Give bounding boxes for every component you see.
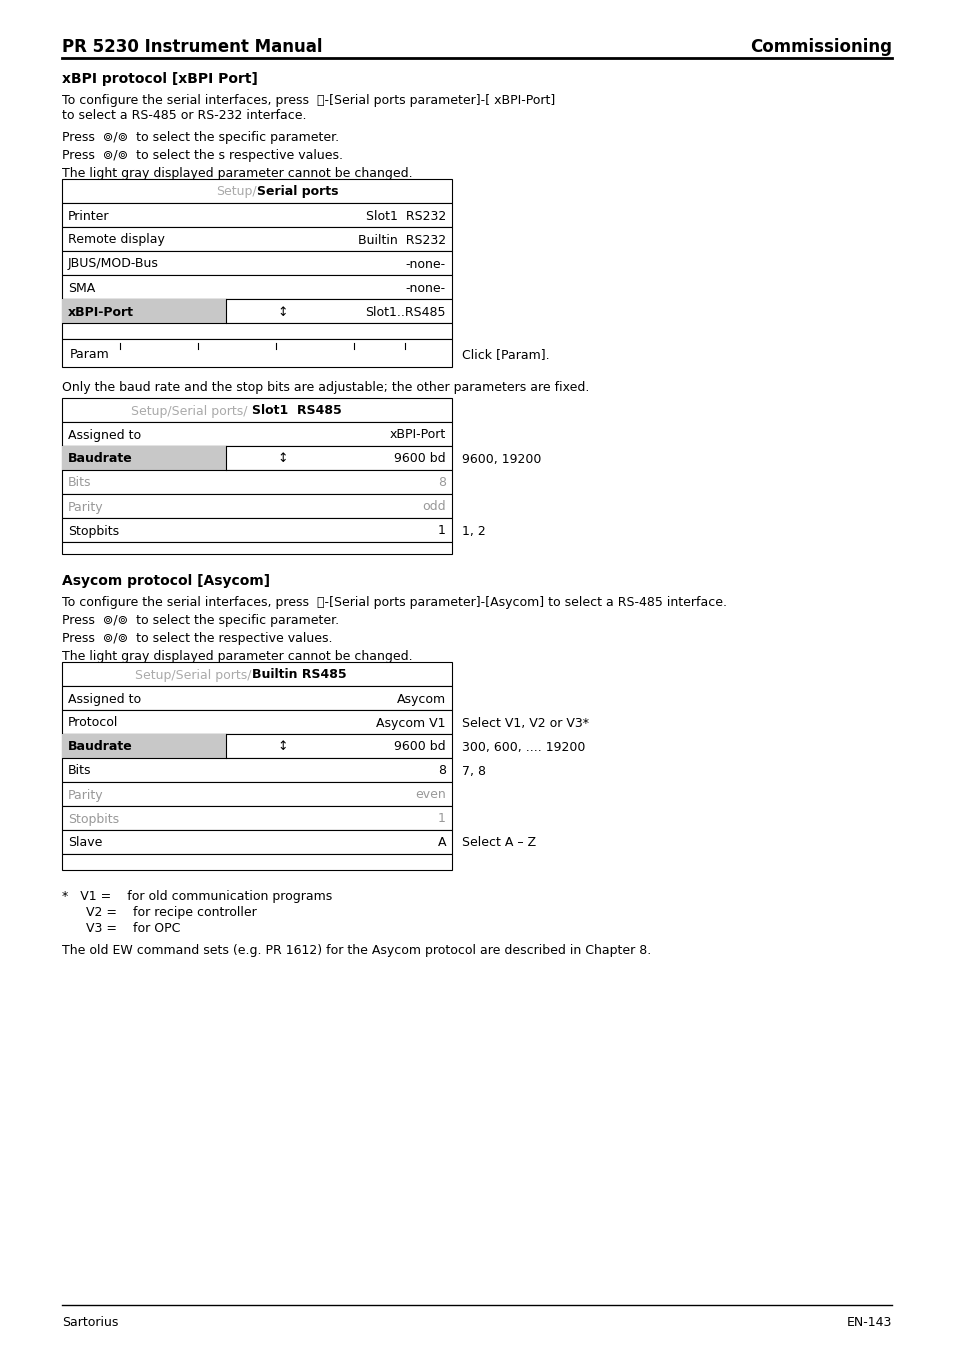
Text: 9600 bd: 9600 bd [394,452,446,466]
Text: to select a RS-485 or RS-232 interface.: to select a RS-485 or RS-232 interface. [62,109,306,122]
Text: Press  ⊚/⊚  to select the respective values.: Press ⊚/⊚ to select the respective value… [62,632,333,645]
Text: Asycom: Asycom [396,693,446,706]
Text: Press  ⊚/⊚  to select the specific parameter.: Press ⊚/⊚ to select the specific paramet… [62,131,338,144]
Bar [62,782,452,806]
Bar [62,470,452,494]
Text: Assigned to: Assigned to [68,428,141,441]
Text: Select V1, V2 or V3*: Select V1, V2 or V3* [461,717,588,729]
Text: Parity: Parity [68,788,104,802]
Text: Assigned to: Assigned to [68,693,141,706]
Bar [62,806,452,830]
Bar [62,734,226,757]
Text: V2 =    for recipe controller: V2 = for recipe controller [86,906,256,919]
Bar [62,446,452,470]
Text: even: even [415,788,446,802]
Text: odd: odd [422,501,446,513]
Text: Protocol: Protocol [68,717,118,729]
Text: Click [Param].: Click [Param]. [461,348,549,362]
Text: Slot1  RS485: Slot1 RS485 [252,405,341,417]
Bar [62,446,226,470]
Text: Builtin RS485: Builtin RS485 [252,668,346,682]
Bar [62,423,452,446]
Text: *   V1 =    for old communication programs: * V1 = for old communication programs [62,890,332,903]
Bar [62,227,452,251]
Text: -none-: -none- [405,282,446,294]
Bar [62,398,452,423]
Text: 1, 2: 1, 2 [461,525,485,537]
Bar [62,710,452,734]
Bar [62,180,452,202]
Text: Only the baud rate and the stop bits are adjustable; the other parameters are fi: Only the baud rate and the stop bits are… [62,381,589,394]
Text: 1: 1 [437,813,446,825]
Text: Parity: Parity [68,501,104,513]
Bar [62,686,452,710]
Text: 300, 600, .... 19200: 300, 600, .... 19200 [461,741,585,753]
Text: Slave: Slave [68,837,102,849]
Text: The old EW command sets (e.g. PR 1612) for the Asycom protocol are described in : The old EW command sets (e.g. PR 1612) f… [62,944,651,957]
Bar [62,757,452,782]
Text: 7, 8: 7, 8 [461,764,485,778]
Bar [62,202,452,227]
Text: Serial ports: Serial ports [256,185,338,198]
Text: Setup/Serial ports/: Setup/Serial ports/ [135,668,252,682]
Text: Setup/Serial ports/: Setup/Serial ports/ [132,405,252,417]
Bar [62,323,452,339]
Text: Stopbits: Stopbits [68,813,119,825]
Text: ↕: ↕ [276,452,287,466]
Text: ↕: ↕ [276,305,287,319]
Bar [62,275,452,298]
Text: xBPI protocol [xBPI Port]: xBPI protocol [xBPI Port] [62,72,257,86]
Text: Slot1  RS232: Slot1 RS232 [365,209,446,223]
Bar [62,298,226,323]
Bar [62,734,452,757]
Text: Select A – Z: Select A – Z [461,837,536,849]
Bar [62,251,452,275]
Text: PR 5230 Instrument Manual: PR 5230 Instrument Manual [62,38,322,55]
Text: Baudrate: Baudrate [68,452,132,466]
Text: Slot1..RS485: Slot1..RS485 [365,305,446,319]
Text: 9600, 19200: 9600, 19200 [461,452,540,466]
Text: V3 =    for OPC: V3 = for OPC [86,922,180,936]
Text: 9600 bd: 9600 bd [394,741,446,753]
Text: Press  ⊚/⊚  to select the specific parameter.: Press ⊚/⊚ to select the specific paramet… [62,614,338,626]
Text: Printer: Printer [68,209,110,223]
Text: 1: 1 [437,525,446,537]
Text: Asycom V1: Asycom V1 [376,717,446,729]
Bar [62,541,452,554]
Text: Bits: Bits [68,477,91,490]
Text: Builtin  RS232: Builtin RS232 [357,234,446,247]
Text: To configure the serial interfaces, press  Ⓢ-[Serial ports parameter]-[Asycom] t: To configure the serial interfaces, pres… [62,595,726,609]
Text: Param: Param [70,348,110,362]
Text: Press  ⊚/⊚  to select the s respective values.: Press ⊚/⊚ to select the s respective val… [62,148,343,162]
Bar [62,339,452,367]
Text: Asycom protocol [Asycom]: Asycom protocol [Asycom] [62,574,270,589]
Text: Stopbits: Stopbits [68,525,119,537]
Text: Remote display: Remote display [68,234,165,247]
Bar [62,830,452,855]
Text: EN-143: EN-143 [845,1316,891,1328]
Text: Bits: Bits [68,764,91,778]
Text: A: A [437,837,446,849]
Text: Commissioning: Commissioning [749,38,891,55]
Text: To configure the serial interfaces, press  Ⓢ-[Serial ports parameter]-[ xBPI-Por: To configure the serial interfaces, pres… [62,95,555,107]
Bar [62,518,452,541]
Text: 8: 8 [437,764,446,778]
Text: Baudrate: Baudrate [68,741,132,753]
Text: -none-: -none- [405,258,446,270]
Text: The light gray displayed parameter cannot be changed.: The light gray displayed parameter canno… [62,167,413,180]
Bar [62,662,452,686]
Text: xBPI-Port: xBPI-Port [390,428,446,441]
Text: xBPI-Port: xBPI-Port [68,305,133,319]
Text: The light gray displayed parameter cannot be changed.: The light gray displayed parameter canno… [62,649,413,663]
Text: JBUS/MOD-Bus: JBUS/MOD-Bus [68,258,159,270]
Text: 8: 8 [437,477,446,490]
Text: Sartorius: Sartorius [62,1316,118,1328]
Bar [62,494,452,518]
Text: SMA: SMA [68,282,95,294]
Bar [62,298,452,323]
Text: Setup/: Setup/ [216,185,256,198]
Text: ↕: ↕ [276,741,287,753]
Bar [62,855,452,869]
